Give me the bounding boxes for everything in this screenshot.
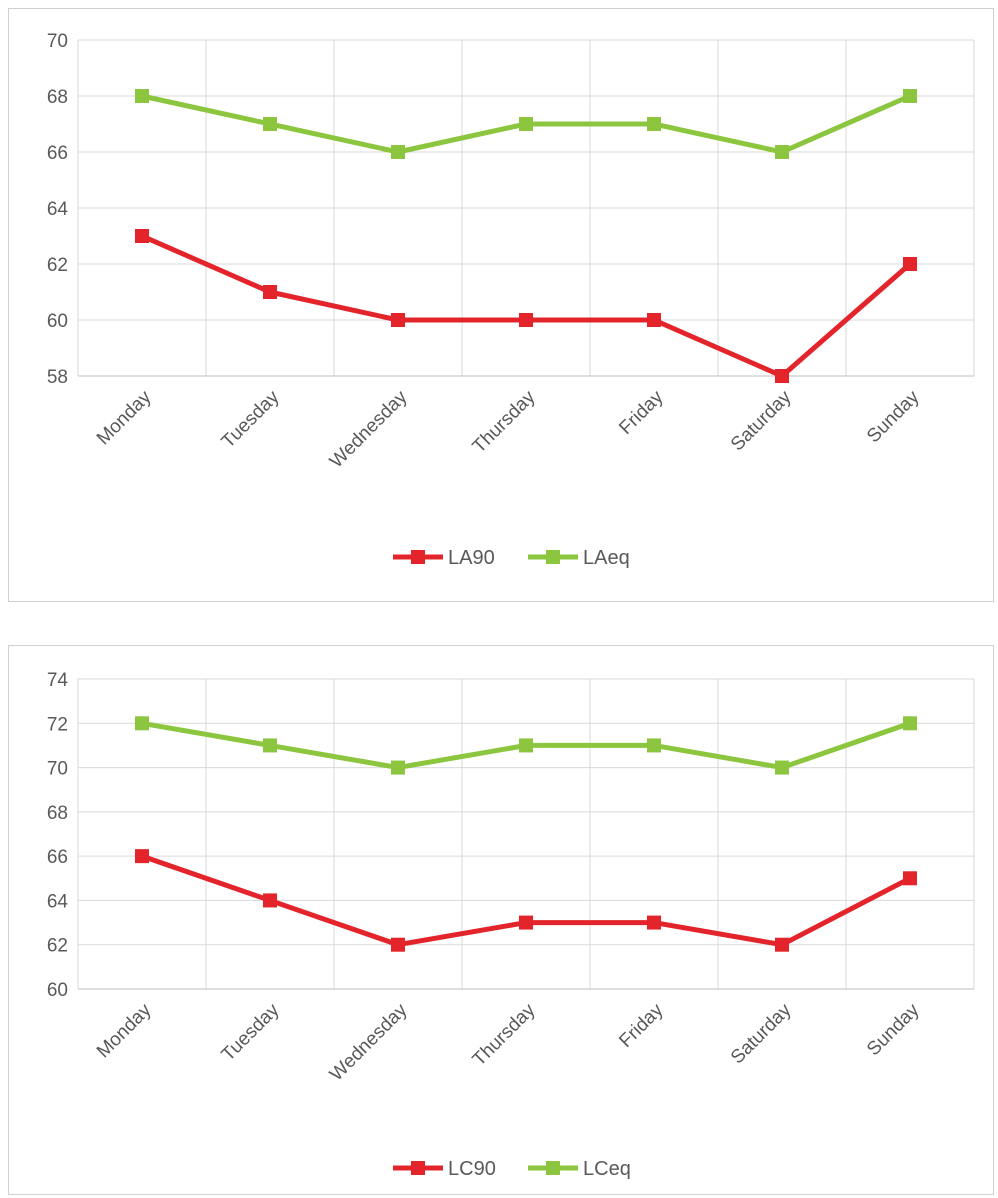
- data-point: [775, 937, 789, 952]
- data-point: [647, 915, 661, 930]
- legend-item: LCeq: [528, 1158, 631, 1180]
- chart-1-svg: 58 60 62 64 66 68 70 Monday Tuesday Wednesday Thur…: [47, 31, 975, 569]
- y-tick-label: 70: [47, 759, 68, 780]
- data-point: [903, 871, 917, 886]
- y-tick-label: 62: [47, 255, 68, 276]
- x-tick-label: Sunday: [863, 386, 924, 447]
- x-tick-label: Monday: [93, 999, 156, 1062]
- data-point: [135, 716, 149, 731]
- data-point: [135, 89, 149, 103]
- x-tick-label: Friday: [615, 999, 668, 1052]
- y-tick-label: 72: [47, 714, 68, 735]
- y-tick-label: 66: [47, 847, 68, 868]
- legend-label: LCeq: [583, 1158, 631, 1180]
- y-tick-label: 62: [47, 936, 68, 957]
- data-point: [519, 738, 533, 753]
- data-point: [391, 313, 405, 327]
- legend-marker: [546, 550, 560, 564]
- data-point: [903, 716, 917, 731]
- x-tick-label: Thursday: [469, 999, 540, 1070]
- legend: LA90 LAeq: [393, 547, 630, 569]
- chart-panel-2: 60 62 64 66 68 70 72 74 Monday Tuesday Wednesday Th…: [8, 645, 994, 1195]
- x-tick-label: Thursday: [469, 386, 540, 457]
- data-point: [519, 117, 533, 131]
- data-point: [647, 313, 661, 327]
- data-point: [391, 937, 405, 952]
- series-LA90: [135, 229, 917, 383]
- data-point: [135, 229, 149, 243]
- data-point: [263, 893, 277, 908]
- y-tick-label: 70: [47, 31, 68, 52]
- series-LC90: [135, 849, 917, 952]
- y-tick-label: 68: [47, 803, 68, 824]
- data-point: [647, 117, 661, 131]
- series-LCeq: [135, 716, 917, 775]
- y-tick-label: 60: [47, 980, 68, 1001]
- data-point: [519, 915, 533, 930]
- y-tick-label: 64: [47, 199, 69, 220]
- data-point: [391, 145, 405, 159]
- y-tick-label: 68: [47, 87, 68, 108]
- x-tick-label: Wednesday: [326, 386, 412, 472]
- series-line: [140, 233, 912, 379]
- legend-label: LAeq: [583, 547, 630, 569]
- data-point: [903, 89, 917, 103]
- y-tick-label: 58: [47, 367, 68, 388]
- data-point: [263, 117, 277, 131]
- y-tick-label: 64: [47, 891, 69, 912]
- y-tick-label: 60: [47, 311, 68, 332]
- x-tick-label: Wednesday: [326, 999, 412, 1085]
- legend-label: LC90: [448, 1158, 496, 1180]
- data-point: [647, 738, 661, 753]
- data-point: [519, 313, 533, 327]
- legend-item: LAeq: [528, 547, 630, 569]
- data-point: [775, 369, 789, 383]
- data-point: [391, 760, 405, 775]
- legend-label: LA90: [448, 547, 495, 569]
- x-tick-label: Saturday: [727, 999, 796, 1068]
- data-point: [775, 145, 789, 159]
- legend-marker: [411, 1161, 425, 1175]
- legend: LC90 LCeq: [393, 1158, 631, 1180]
- data-point: [263, 738, 277, 753]
- legend-item: LA90: [393, 547, 495, 569]
- y-tick-label: 66: [47, 143, 68, 164]
- x-tick-label: Monday: [93, 386, 156, 449]
- chart-2-svg: 60 62 64 66 68 70 72 74 Monday Tuesday Wednesday Th…: [47, 670, 975, 1180]
- y-tick-label: 74: [47, 670, 69, 691]
- series-LAeq: [135, 89, 917, 159]
- x-tick-label: Tuesday: [218, 999, 284, 1065]
- data-point: [775, 760, 789, 775]
- x-tick-label: Friday: [615, 386, 668, 439]
- x-tick-label: Saturday: [727, 386, 796, 455]
- x-tick-label: Tuesday: [218, 386, 284, 452]
- legend-marker: [411, 550, 425, 564]
- gridlines: [77, 678, 975, 990]
- legend-item: LC90: [393, 1158, 496, 1180]
- legend-marker: [546, 1161, 560, 1175]
- data-point: [903, 257, 917, 271]
- chart-panel-1: 58 60 62 64 66 68 70 Monday Tuesday Wednesday Thur…: [8, 8, 994, 602]
- x-tick-label: Sunday: [863, 999, 924, 1060]
- data-point: [135, 849, 149, 864]
- data-point: [263, 285, 277, 299]
